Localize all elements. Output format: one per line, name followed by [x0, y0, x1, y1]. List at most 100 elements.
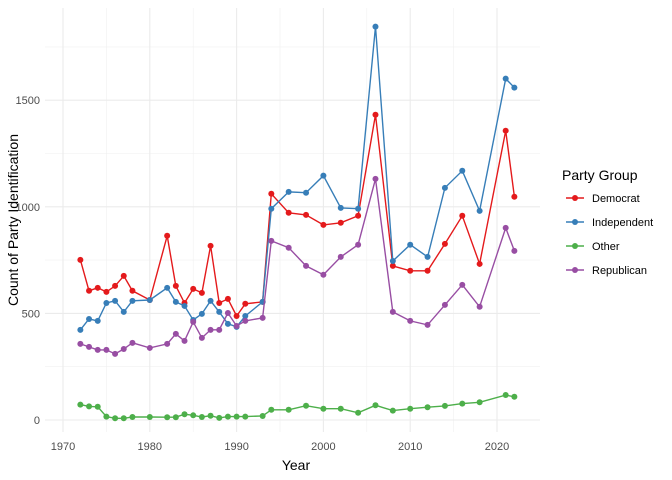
- data-point-democrat: [86, 287, 93, 294]
- data-point-democrat: [172, 282, 179, 289]
- data-point-democrat: [233, 312, 240, 319]
- data-point-democrat: [268, 190, 275, 197]
- axis-ticks: 1970 1980 1990 2000 2010 2020 0 500 1000 1500: [16, 95, 510, 453]
- data-point-democrat: [355, 212, 362, 219]
- data-point-independent: [511, 84, 518, 91]
- data-point-other: [164, 414, 171, 421]
- data-point-independent: [320, 172, 327, 179]
- x-tick-label: 1980: [138, 441, 162, 453]
- data-point-other: [129, 414, 136, 421]
- data-point-democrat: [459, 212, 466, 219]
- data-point-republican: [207, 326, 214, 333]
- data-point-independent: [94, 317, 101, 324]
- data-point-other: [112, 415, 119, 422]
- x-tick-label: 2020: [485, 441, 509, 453]
- y-tick-label: 1500: [16, 95, 40, 107]
- data-point-independent: [389, 257, 396, 264]
- legend: Party Group Democrat Independent Other Repu…: [562, 167, 653, 277]
- data-point-democrat: [120, 272, 127, 279]
- legend-title: Party Group: [562, 167, 638, 183]
- data-point-democrat: [320, 221, 327, 228]
- data-point-republican: [86, 343, 93, 350]
- data-point-democrat: [164, 232, 171, 239]
- data-point-republican: [407, 317, 414, 324]
- data-point-republican: [511, 247, 518, 254]
- data-point-other: [172, 414, 179, 421]
- data-point-independent: [120, 308, 127, 315]
- legend-key-point-democrat: [572, 195, 578, 201]
- data-point-independent: [303, 189, 310, 196]
- data-point-other: [190, 412, 197, 419]
- legend-label-republican: Republican: [592, 265, 647, 277]
- data-point-republican: [268, 237, 275, 244]
- data-point-other: [511, 393, 518, 400]
- data-point-independent: [172, 298, 179, 305]
- data-point-independent: [103, 299, 110, 306]
- data-point-other: [198, 414, 205, 421]
- data-point-republican: [120, 346, 127, 353]
- data-point-other: [233, 413, 240, 420]
- data-point-republican: [77, 340, 84, 347]
- data-point-independent: [424, 253, 431, 260]
- data-point-independent: [181, 302, 188, 309]
- data-point-independent: [224, 320, 231, 327]
- data-point-independent: [502, 75, 509, 82]
- data-point-independent: [77, 326, 84, 333]
- data-point-independent: [129, 297, 136, 304]
- data-point-independent: [112, 297, 119, 304]
- data-point-democrat: [372, 111, 379, 118]
- y-axis-label: Count of Party Identification: [5, 134, 21, 306]
- data-point-democrat: [103, 288, 110, 295]
- data-point-democrat: [198, 289, 205, 296]
- y-tick-label: 500: [22, 308, 40, 320]
- data-point-independent: [407, 241, 414, 248]
- data-point-other: [502, 392, 509, 399]
- data-point-other: [459, 400, 466, 407]
- data-point-democrat: [242, 300, 249, 307]
- data-point-republican: [198, 334, 205, 341]
- data-point-other: [320, 405, 327, 412]
- grid: [45, 8, 540, 432]
- data-point-other: [476, 399, 483, 406]
- data-point-republican: [233, 322, 240, 329]
- data-point-republican: [216, 326, 223, 333]
- series-lines: [77, 23, 518, 422]
- data-point-democrat: [94, 284, 101, 291]
- data-point-independent: [242, 312, 249, 319]
- data-point-independent: [216, 308, 223, 315]
- data-point-republican: [103, 346, 110, 353]
- data-point-republican: [172, 330, 179, 337]
- legend-label-other: Other: [592, 241, 620, 253]
- data-point-democrat: [389, 262, 396, 269]
- data-point-democrat: [77, 256, 84, 263]
- data-point-democrat: [129, 287, 136, 294]
- data-point-republican: [441, 301, 448, 308]
- data-point-other: [242, 413, 249, 420]
- data-point-republican: [424, 321, 431, 328]
- data-point-republican: [337, 253, 344, 260]
- data-point-other: [103, 413, 110, 420]
- data-point-democrat: [441, 240, 448, 247]
- data-point-other: [94, 403, 101, 410]
- data-point-republican: [303, 262, 310, 269]
- data-point-democrat: [511, 193, 518, 200]
- data-point-independent: [372, 23, 379, 30]
- data-point-republican: [112, 350, 119, 357]
- data-point-other: [303, 402, 310, 409]
- y-tick-label: 0: [34, 415, 40, 427]
- data-point-other: [146, 414, 153, 421]
- data-point-independent: [285, 188, 292, 195]
- data-point-independent: [476, 207, 483, 214]
- data-point-other: [441, 402, 448, 409]
- data-point-democrat: [502, 127, 509, 134]
- data-point-other: [355, 409, 362, 416]
- series-line-republican: [80, 178, 516, 355]
- legend-label-independent: Independent: [592, 217, 653, 229]
- data-point-other: [337, 405, 344, 412]
- legend-key-point-republican: [572, 267, 578, 273]
- data-point-other: [207, 412, 214, 419]
- data-point-democrat: [207, 242, 214, 249]
- data-point-republican: [146, 344, 153, 351]
- data-point-other: [424, 404, 431, 411]
